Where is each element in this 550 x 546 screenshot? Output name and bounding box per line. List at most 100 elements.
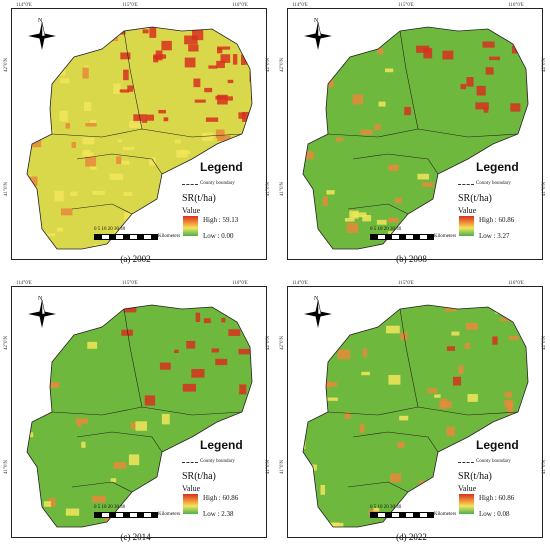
sr-patch <box>92 190 105 195</box>
sr-patch <box>135 421 147 431</box>
sr-patch <box>109 173 124 180</box>
sr-patch <box>128 454 140 466</box>
sr-patch <box>188 44 199 52</box>
sr-patch <box>249 112 252 117</box>
county-boundary <box>123 30 143 130</box>
sr-patch <box>421 182 434 187</box>
scale-bar <box>370 512 434 518</box>
low-value: Low : 2.38 <box>203 510 234 518</box>
sr-patch <box>27 122 32 133</box>
scale-bar <box>94 512 158 518</box>
panel-caption: (c) 2014 <box>120 532 151 542</box>
sr-patch <box>13 167 22 176</box>
study-area-outline <box>26 304 253 528</box>
study-area-outline <box>302 304 529 528</box>
lat-label: 41°0'N <box>266 459 271 474</box>
sr-patch <box>54 190 64 202</box>
color-ramp <box>183 216 198 236</box>
sr-patch <box>182 236 192 242</box>
lat-label: 41°0'N <box>542 459 547 474</box>
sr-patch <box>242 111 252 122</box>
sr-patch <box>423 48 433 59</box>
boundary-label: County boundary <box>476 459 511 464</box>
sr-patch <box>234 15 246 22</box>
sr-patch <box>434 394 441 398</box>
sr-patch <box>508 336 519 340</box>
sr-patch <box>127 85 134 92</box>
map-panel-a: 114°0'E 115°0'E 116°0'E 42°0'N 41°0'N 42… <box>0 0 271 268</box>
sr-patch <box>305 151 314 160</box>
sr-patch <box>85 156 97 167</box>
color-ramp <box>459 216 474 236</box>
sr-patch <box>149 210 164 220</box>
sr-patch <box>444 306 457 312</box>
sr-map <box>26 304 253 528</box>
sr-patch <box>506 310 519 319</box>
sr-patch <box>522 216 528 226</box>
sr-patch <box>241 54 247 65</box>
sr-patch <box>75 418 88 424</box>
county-boundary <box>71 481 133 493</box>
sr-patch <box>146 114 155 121</box>
sr-patch <box>238 15 249 19</box>
sr-patch <box>240 509 247 516</box>
sr-patch <box>238 112 246 119</box>
sr-patch <box>253 185 264 192</box>
boundary-label: County boundary <box>476 181 511 186</box>
sr-patch <box>417 173 430 180</box>
sr-patch <box>192 29 204 41</box>
sr-map <box>302 26 539 250</box>
study-area <box>27 305 252 527</box>
sr-patch <box>27 139 28 143</box>
sr-patch <box>489 56 500 61</box>
sr-patch <box>475 102 489 110</box>
sr-patch <box>182 383 197 392</box>
sr-patch <box>217 135 231 142</box>
lat-label: 41°0'N <box>266 181 271 196</box>
sr-patch <box>361 371 370 376</box>
sr-patch <box>113 462 127 469</box>
lon-label: 114°0'E <box>292 3 308 8</box>
sr-patch <box>303 92 307 98</box>
sr-patch <box>113 83 121 95</box>
county-boundary <box>352 153 439 175</box>
sr-patch <box>388 374 401 385</box>
sr-patch <box>505 484 517 493</box>
sr-patch <box>130 422 136 430</box>
sr-patch <box>320 485 326 495</box>
sr-patch <box>164 469 170 475</box>
lat-label: 42°0'N <box>4 57 9 72</box>
sr-patch <box>386 325 400 334</box>
sr-patch <box>60 78 70 84</box>
variable-title: SR(t/ha) <box>458 471 492 482</box>
lon-label: 116°0'E <box>508 281 524 286</box>
sr-patch <box>90 120 97 125</box>
lat-label: 42°0'N <box>542 57 547 72</box>
scale-ticks: 0 5 10 20 30 40 <box>94 505 126 510</box>
scale-ticks: 0 5 10 20 30 40 <box>370 227 402 232</box>
county-boundary <box>76 431 163 453</box>
legend-title: Legend <box>200 438 243 452</box>
sr-patch <box>511 45 519 54</box>
variable-title: SR(t/ha) <box>458 193 492 204</box>
sr-patch <box>193 78 201 88</box>
sr-patch <box>123 69 129 81</box>
sr-patch <box>97 306 102 315</box>
sr-patch <box>174 349 179 353</box>
sr-patch <box>123 191 133 196</box>
sr-patch <box>217 94 228 105</box>
sr-patch <box>27 185 33 195</box>
sr-patch <box>209 482 222 491</box>
sr-patch <box>257 195 262 199</box>
color-ramp <box>183 494 198 514</box>
sr-patch <box>460 83 467 90</box>
sr-patch <box>205 9 209 16</box>
sr-patch <box>29 57 36 67</box>
lat-label: 42°0'N <box>542 335 547 350</box>
sr-patch <box>32 219 39 227</box>
sr-patch <box>458 365 464 374</box>
sr-patch <box>306 333 314 338</box>
sr-patch <box>535 61 539 67</box>
variable-title: SR(t/ha) <box>182 471 216 482</box>
sr-patch <box>232 54 238 65</box>
